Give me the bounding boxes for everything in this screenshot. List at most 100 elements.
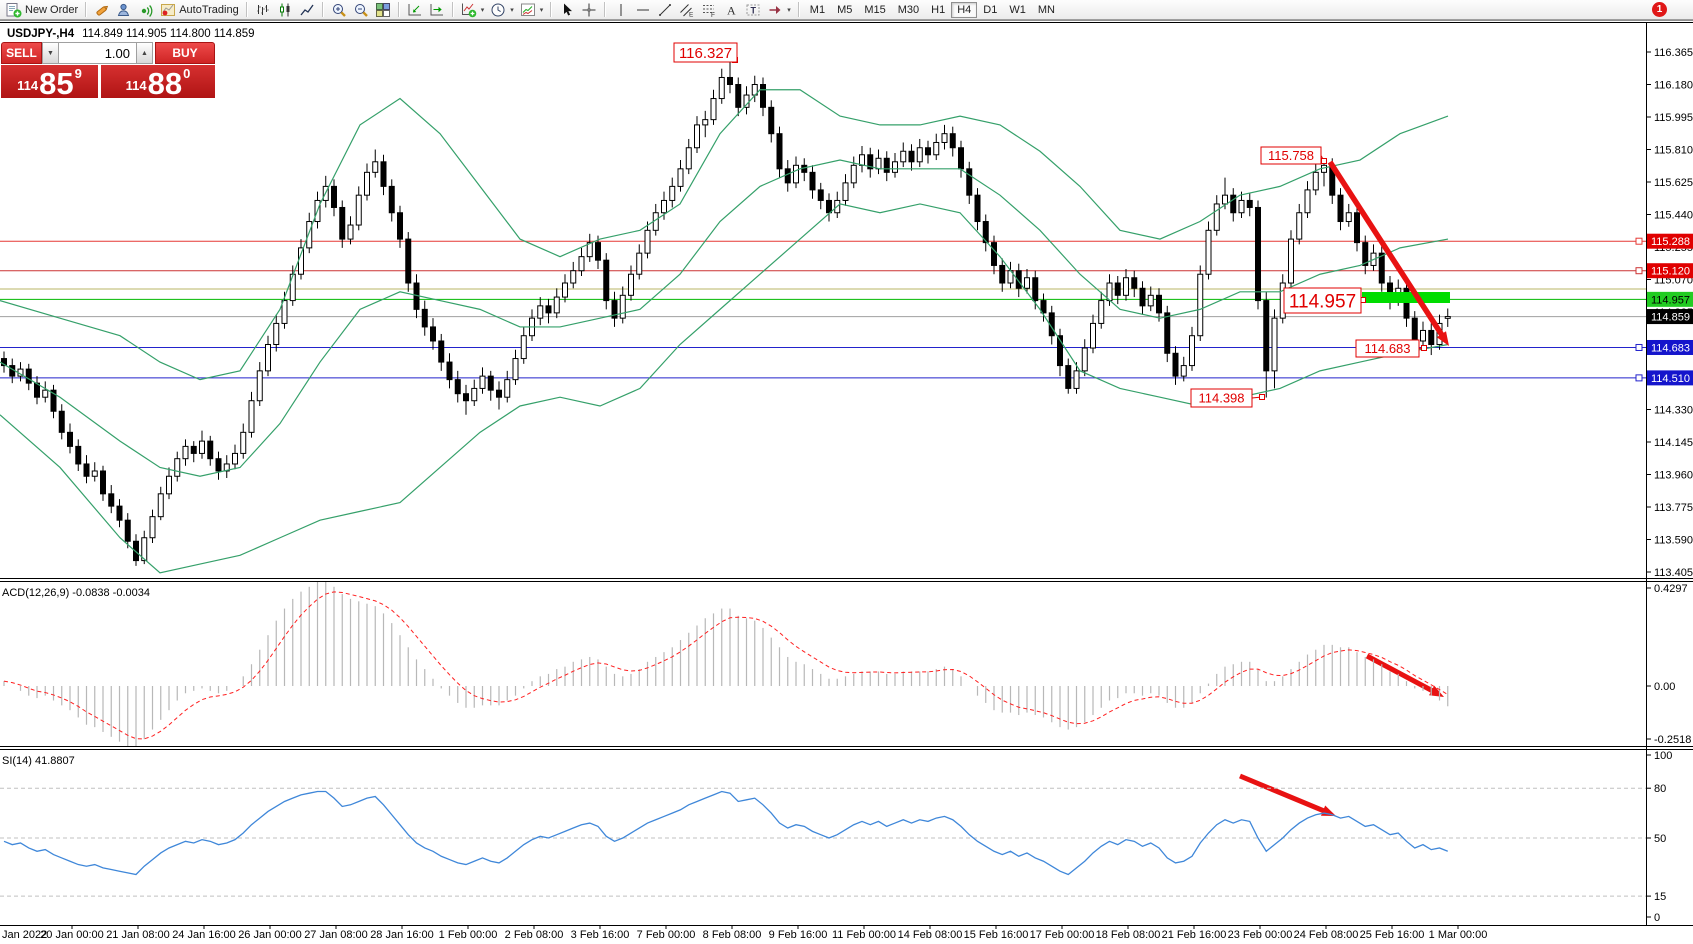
candle-body[interactable] — [586, 242, 593, 258]
trendline-button[interactable] — [654, 1, 676, 19]
candle-body[interactable] — [1345, 212, 1352, 223]
candle-body[interactable] — [619, 294, 626, 319]
candle-body[interactable] — [768, 106, 775, 135]
candle-body[interactable] — [372, 161, 379, 173]
cursor-button[interactable] — [556, 1, 578, 19]
candle-body[interactable] — [1354, 212, 1360, 244]
candle-body[interactable] — [1238, 199, 1245, 214]
timeframe-button-mn[interactable]: MN — [1032, 2, 1061, 18]
candle-body[interactable] — [1090, 322, 1096, 349]
time-axis-label[interactable]: 18 Feb 08:00 — [1096, 929, 1161, 941]
candle-body[interactable] — [215, 458, 222, 472]
timeframe-button-d1[interactable]: D1 — [977, 2, 1003, 18]
zoom-out-button[interactable] — [350, 1, 372, 19]
candle-body[interactable] — [636, 252, 643, 275]
sell-button[interactable]: SELL — [1, 42, 42, 64]
candle-body[interactable] — [108, 493, 115, 507]
timeframe-button-m5[interactable]: M5 — [831, 2, 858, 18]
candle-body[interactable] — [25, 368, 32, 384]
candle-body[interactable] — [718, 76, 725, 100]
candle-body[interactable] — [974, 194, 981, 223]
candle-body[interactable] — [58, 410, 65, 433]
time-axis-label[interactable]: 15 Feb 16:00 — [964, 929, 1029, 941]
timeframe-button-m30[interactable]: M30 — [892, 2, 925, 18]
fibonacci-button[interactable]: F — [698, 1, 720, 19]
time-axis-label[interactable]: 8 Feb 08:00 — [703, 929, 762, 941]
candle-body[interactable] — [504, 379, 511, 398]
candle-body[interactable] — [628, 273, 634, 296]
notification-badge[interactable]: 1 — [1652, 2, 1667, 17]
candle-body[interactable] — [1147, 294, 1154, 307]
candle-body[interactable] — [611, 300, 618, 319]
candle-body[interactable] — [875, 157, 882, 170]
candle-body[interactable] — [1230, 194, 1237, 214]
price-annotation[interactable]: 116.327 — [673, 42, 738, 63]
candle-body[interactable] — [512, 358, 519, 381]
candle-body[interactable] — [273, 322, 280, 346]
price-annotation[interactable]: 115.758 — [1260, 146, 1327, 165]
periods-button[interactable]: ▾ — [487, 1, 517, 19]
candle-body[interactable] — [826, 199, 832, 214]
buy-button[interactable]: BUY — [155, 42, 215, 64]
highlight-zone[interactable] — [1362, 292, 1450, 303]
candle-body[interactable] — [380, 161, 387, 187]
candle-body[interactable] — [405, 238, 412, 284]
candle-body[interactable] — [685, 147, 692, 170]
timeframe-button-h1[interactable]: H1 — [925, 2, 951, 18]
candle-body[interactable] — [1205, 229, 1212, 275]
timeframe-button-m15[interactable]: M15 — [858, 2, 891, 18]
time-axis-label[interactable]: 28 Jan 16:00 — [370, 929, 434, 941]
tile-windows-button[interactable] — [372, 1, 394, 19]
broadcast-button[interactable] — [135, 1, 157, 19]
candle-body[interactable] — [949, 133, 956, 149]
candle-body[interactable] — [900, 150, 907, 163]
candle-body[interactable] — [388, 185, 395, 214]
candle-body[interactable] — [1139, 287, 1146, 307]
time-axis-label[interactable]: 2 Feb 08:00 — [505, 929, 564, 941]
arrows-button[interactable]: ▾ — [764, 1, 794, 19]
new-chart-button[interactable]: ▾ — [458, 1, 488, 19]
candle-body[interactable] — [1312, 171, 1319, 191]
candle-body[interactable] — [1222, 194, 1228, 205]
candle-body[interactable] — [1032, 277, 1039, 302]
candle-body[interactable] — [1403, 287, 1410, 319]
candle-body[interactable] — [694, 124, 700, 149]
candlestick-chart-button[interactable] — [274, 1, 296, 19]
candle-body[interactable] — [232, 452, 238, 465]
candle-body[interactable] — [174, 458, 181, 477]
timeframe-button-h4[interactable]: H4 — [951, 1, 978, 18]
ask-price[interactable]: 114 88 0 — [101, 65, 215, 99]
new-order-button[interactable]: New Order — [3, 1, 81, 19]
candle-body[interactable] — [793, 164, 799, 184]
time-axis-label[interactable]: 24 Feb 08:00 — [1294, 929, 1359, 941]
styler-button[interactable] — [91, 1, 113, 19]
text-button[interactable]: A — [720, 1, 742, 19]
trend-arrow-shaft[interactable] — [1365, 653, 1437, 695]
candle-body[interactable] — [1288, 238, 1294, 284]
candle-body[interactable] — [1255, 206, 1261, 302]
candle-body[interactable] — [1073, 370, 1080, 389]
candle-body[interactable] — [1, 358, 7, 367]
candle-body[interactable] — [958, 147, 964, 170]
candle-body[interactable] — [941, 133, 948, 143]
candle-body[interactable] — [735, 84, 742, 108]
time-axis-label[interactable]: 24 Jan 16:00 — [172, 929, 236, 941]
candle-body[interactable] — [116, 505, 123, 521]
candle-body[interactable] — [1428, 329, 1435, 346]
candle-body[interactable] — [1197, 273, 1204, 337]
candle-body[interactable] — [661, 199, 667, 214]
line-handle[interactable] — [1635, 374, 1643, 382]
bid-price[interactable]: 114 85 9 — [1, 65, 98, 99]
candle-body[interactable] — [347, 224, 354, 240]
candle-body[interactable] — [595, 242, 601, 261]
candle-body[interactable] — [743, 94, 750, 108]
candle-body[interactable] — [677, 168, 684, 187]
time-axis-label[interactable]: 9 Feb 16:00 — [769, 929, 828, 941]
candle-body[interactable] — [91, 470, 98, 477]
candle-body[interactable] — [281, 300, 288, 324]
volume-up-button[interactable]: ▲ — [136, 42, 153, 64]
candle-body[interactable] — [83, 463, 90, 477]
candle-body[interactable] — [1378, 252, 1385, 284]
line-handle[interactable] — [1635, 267, 1643, 275]
trend-arrow-shaft[interactable] — [1239, 773, 1328, 815]
